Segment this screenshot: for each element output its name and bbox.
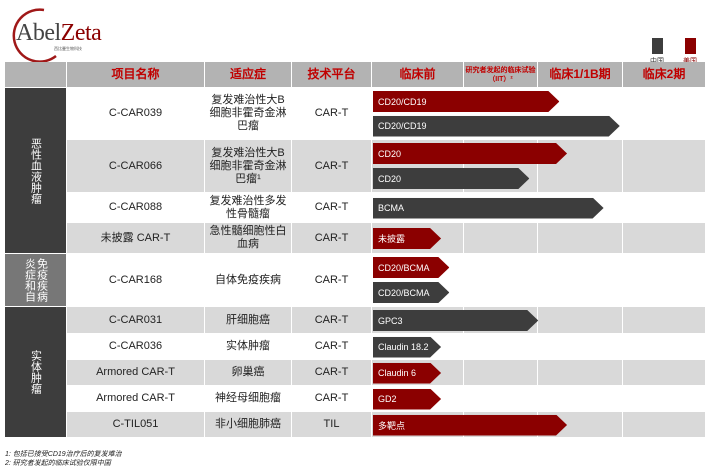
platform: CAR-T — [292, 334, 371, 359]
indication: 肝细胞癌 — [205, 307, 291, 333]
stage-cell — [623, 88, 705, 139]
platform: CAR-T — [292, 193, 371, 222]
header-cell: 适应症 — [205, 62, 291, 87]
stage-cell — [538, 386, 622, 411]
header-cell: 临床2期 — [623, 62, 705, 87]
indication: 复发难治性大B细胞非霍奇金淋巴瘤¹ — [205, 140, 291, 192]
stage-cell — [538, 360, 622, 385]
stage-cell — [538, 307, 622, 333]
project-name: 未披露 CAR-T — [67, 223, 204, 253]
stage-cell — [538, 254, 622, 306]
stage-cell — [464, 386, 537, 411]
platform: CAR-T — [292, 223, 371, 253]
indication: 实体肿瘤 — [205, 334, 291, 359]
progress-bar-china: CD20/CD19 — [373, 116, 620, 137]
footnote-2: 2: 研究者发起的临床试验仅限中国 — [5, 460, 111, 467]
project-name: Armored CAR-T — [67, 386, 204, 411]
header-cell: 项目名称 — [67, 62, 204, 87]
stage-cell — [623, 334, 705, 359]
platform: CAR-T — [292, 307, 371, 333]
stage-cell — [623, 193, 705, 222]
project-name: C-CAR066 — [67, 140, 204, 192]
category-text: 实体肿瘤 — [29, 350, 42, 394]
indication: 非小细胞肺癌 — [205, 412, 291, 437]
stage-cell — [464, 254, 537, 306]
company-logo: AbelZeta 西比曼生物科技 — [4, 6, 114, 62]
legend-china: 中国 — [650, 38, 664, 66]
stage-cell — [623, 254, 705, 306]
legend-usa: 美国 — [683, 38, 697, 66]
project-name: C-CAR036 — [67, 334, 204, 359]
progress-bar-china: BCMA — [373, 198, 604, 219]
stage-cell — [464, 360, 537, 385]
platform: CAR-T — [292, 140, 371, 192]
platform: CAR-T — [292, 386, 371, 411]
progress-bar-usa: CD20 — [373, 143, 567, 164]
stage-cell — [464, 223, 537, 253]
platform: TIL — [292, 412, 371, 437]
indication: 复发难治性多发性骨髓瘤 — [205, 193, 291, 222]
stage-cell — [623, 140, 705, 192]
progress-bar-china: Claudin 18.2 — [373, 337, 441, 358]
header-cell: 临床前 — [372, 62, 463, 87]
category-label: 免疫疾病炎症和自 — [5, 254, 66, 306]
header-cell: 研究者发起的临床试验（IIT）² — [464, 62, 537, 87]
platform: CAR-T — [292, 88, 371, 139]
project-name: C-CAR088 — [67, 193, 204, 222]
indication: 神经母细胞瘤 — [205, 386, 291, 411]
progress-bar-usa: CD20/CD19 — [373, 91, 559, 112]
platform: CAR-T — [292, 360, 371, 385]
progress-bar-usa: 多靶点 — [373, 415, 567, 436]
stage-cell — [623, 386, 705, 411]
indication: 复发难治性大B细胞非霍奇金淋巴瘤 — [205, 88, 291, 139]
header-cell: 技术平台 — [292, 62, 371, 87]
stage-cell — [623, 223, 705, 253]
project-name: C-TIL051 — [67, 412, 204, 437]
indication: 急性髓细胞性白血病 — [205, 223, 291, 253]
stage-cell — [623, 412, 705, 437]
progress-bar-usa: 未披露 — [373, 228, 441, 249]
project-name: C-CAR168 — [67, 254, 204, 306]
progress-bar-china: CD20 — [373, 168, 529, 189]
header-blank — [5, 62, 66, 87]
header-cell: 临床1/1B期 — [538, 62, 622, 87]
category-label: 实体肿瘤 — [5, 307, 66, 437]
footnote-1: 1: 包括已接受CD19治疗后的复发难治 — [5, 451, 122, 458]
progress-bar-usa: Claudin 6 — [373, 363, 441, 384]
category-text: 恶性血液肿瘤 — [29, 137, 42, 204]
project-name: C-CAR031 — [67, 307, 204, 333]
project-name: C-CAR039 — [67, 88, 204, 139]
category-label: 恶性血液肿瘤 — [5, 88, 66, 253]
indication: 自体免疫疾病 — [205, 254, 291, 306]
stage-cell — [623, 307, 705, 333]
progress-bar-china: CD20/BCMA — [373, 282, 449, 303]
platform: CAR-T — [292, 254, 371, 306]
stage-cell — [623, 360, 705, 385]
progress-bar-usa: GD2 — [373, 389, 441, 410]
project-name: Armored CAR-T — [67, 360, 204, 385]
progress-bar-china: GPC3 — [373, 310, 538, 331]
indication: 卵巢癌 — [205, 360, 291, 385]
stage-cell — [538, 334, 622, 359]
stage-cell — [538, 223, 622, 253]
progress-bar-usa: CD20/BCMA — [373, 257, 449, 278]
stage-cell — [464, 334, 537, 359]
category-text: 免疫疾病炎症和自 — [23, 258, 48, 302]
